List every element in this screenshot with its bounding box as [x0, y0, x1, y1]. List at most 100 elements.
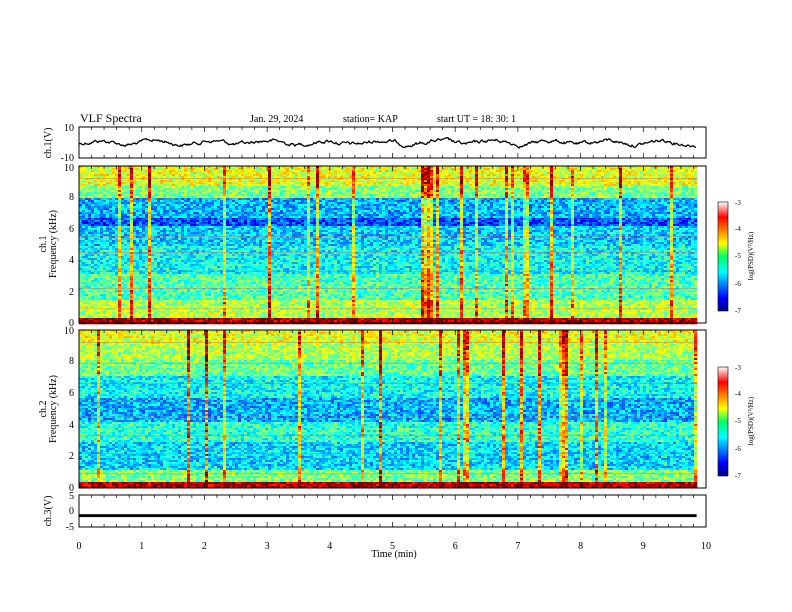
spectrogram-cell: [169, 268, 172, 270]
spectrogram-cell: [127, 230, 130, 232]
spectrogram-cell: [139, 266, 142, 268]
spectrogram-cell: [109, 238, 112, 240]
spectrogram-cell: [103, 302, 106, 304]
spectrogram-cell: [178, 236, 181, 238]
spectrogram-cell: [133, 192, 136, 194]
spectrogram-cell: [154, 244, 157, 246]
spectrogram-cell: [91, 318, 94, 320]
spectrogram-cell: [136, 230, 139, 232]
spectrogram-cell: [154, 286, 157, 288]
spectrogram-cell: [103, 298, 106, 300]
spectrogram-cell: [97, 192, 100, 194]
spectrogram-cell: [148, 274, 151, 276]
spectrogram-cell: [184, 182, 187, 184]
spectrogram-cell: [157, 236, 160, 238]
spectrogram-cell: [109, 250, 112, 252]
spectrogram-cell: [178, 262, 181, 264]
spectrogram-cell: [127, 220, 130, 222]
spectrogram-cell: [178, 268, 181, 270]
spectrogram-cell: [166, 224, 169, 226]
spectrogram-cell: [160, 314, 163, 316]
spectrogram-cell: [160, 204, 163, 206]
spectrogram-cell: [112, 208, 115, 210]
spectrogram-cell: [82, 260, 85, 262]
spectrogram-cell: [145, 236, 148, 238]
spectrogram-cell: [112, 292, 115, 294]
spectrogram-cell: [130, 282, 133, 284]
spectrogram-cell: [121, 250, 124, 252]
spectrogram-cell: [121, 236, 124, 238]
spectrogram-cell: [130, 284, 133, 286]
spectrogram-cell: [172, 180, 175, 182]
spectrogram-cell: [139, 244, 142, 246]
spectrogram-cell: [85, 268, 88, 270]
spectrogram-cell: [133, 170, 136, 172]
spectrogram-cell: [172, 238, 175, 240]
spectrogram-cell: [166, 212, 169, 214]
spectrogram-cell: [85, 190, 88, 192]
spectrogram-cell: [172, 224, 175, 226]
spectrogram-cell: [124, 224, 127, 226]
spectrogram-cell: [94, 222, 97, 224]
spectrogram-cell: [88, 238, 91, 240]
spectrogram-cell: [136, 278, 139, 280]
spectrogram-cell: [181, 264, 184, 266]
spectrogram-cell: [172, 274, 175, 276]
spectrogram-cell: [88, 200, 91, 202]
spectrogram-cell: [118, 170, 121, 172]
spectrogram-cell: [112, 296, 115, 298]
spectrogram-cell: [91, 170, 94, 172]
spectrogram-cell: [97, 186, 100, 188]
spectrogram-cell: [130, 242, 133, 244]
spectrogram-cell: [148, 228, 151, 230]
spectrogram-cell: [145, 294, 148, 296]
spectrogram-cell: [151, 294, 154, 296]
spectrogram-cell: [142, 194, 145, 196]
spectrogram-cell: [109, 258, 112, 260]
spectrogram-cell: [103, 188, 106, 190]
spectrogram-cell: [91, 214, 94, 216]
spectrogram-cell: [127, 296, 130, 298]
spectrogram-cell: [148, 306, 151, 308]
spectrogram-cell: [97, 214, 100, 216]
spectrogram-cell: [118, 236, 121, 238]
figure-title: VLF Spectra: [80, 111, 142, 125]
spectrogram-cell: [82, 262, 85, 264]
spectrogram-cell: [85, 282, 88, 284]
spectrogram-cell: [118, 168, 121, 170]
spectrogram-cell: [157, 172, 160, 174]
spectrogram-cell: [163, 210, 166, 212]
spectrogram-cell: [127, 190, 130, 192]
spectrogram-cell: [88, 280, 91, 282]
spectrogram-cell: [133, 284, 136, 286]
spectrogram-cell: [103, 278, 106, 280]
spectrogram-cell: [109, 246, 112, 248]
spectrogram-cell: [154, 268, 157, 270]
spectrogram-cell: [136, 196, 139, 198]
spectrogram-cell: [127, 200, 130, 202]
spectrogram-cell: [184, 202, 187, 204]
spectrogram-cell: [169, 256, 172, 258]
spectrogram-cell: [82, 298, 85, 300]
spectrogram-cell: [181, 310, 184, 312]
spectrogram-cell: [199, 208, 202, 210]
spectrogram-cell: [172, 186, 175, 188]
spectrogram-cell: [187, 318, 190, 320]
spectrogram-cell: [181, 278, 184, 280]
spectrogram-cell: [118, 244, 121, 246]
spectrogram-cell: [82, 232, 85, 234]
spectrogram-cell: [166, 188, 169, 190]
spectrogram-cell: [109, 182, 112, 184]
spectrogram-cell: [196, 194, 199, 196]
spectrogram-cell: [196, 290, 199, 292]
spectrogram-cell: [172, 216, 175, 218]
spectrogram-cell: [178, 232, 181, 234]
spectrogram-cell: [172, 250, 175, 252]
spectrogram-cell: [91, 220, 94, 222]
spectrogram-cell: [88, 186, 91, 188]
spectrogram-cell: [88, 196, 91, 198]
spectrogram-cell: [178, 266, 181, 268]
spectrogram-cell: [88, 174, 91, 176]
spectrogram-cell: [136, 246, 139, 248]
spectrogram-cell: [94, 248, 97, 250]
